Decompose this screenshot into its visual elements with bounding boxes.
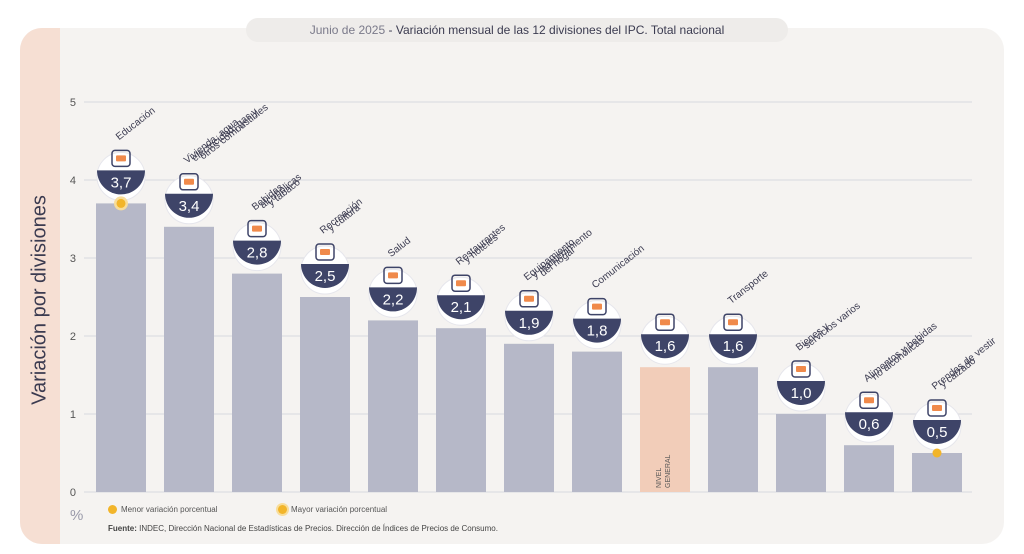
category-icon <box>247 219 267 238</box>
general-level-label: NIVEL <box>656 468 663 488</box>
bar <box>640 367 690 492</box>
value-label: 3,7 <box>111 174 132 191</box>
legend-min: Menor variación porcentual <box>108 505 218 514</box>
legend-max: Mayor variación porcentual <box>278 505 387 514</box>
category-icon <box>315 243 335 261</box>
general-level-label: GENERAL <box>665 454 672 488</box>
value-label: 1,0 <box>791 385 812 402</box>
bar <box>572 351 622 492</box>
bar <box>912 453 962 492</box>
category-icon-accent <box>184 178 194 185</box>
category-icon-accent <box>864 397 874 404</box>
unit-label: % <box>70 507 84 524</box>
title-date: Junio de 2025 <box>309 23 386 37</box>
bar <box>232 273 282 492</box>
category-icon-accent <box>592 303 602 310</box>
category-icon <box>791 360 811 378</box>
category-icon-accent <box>796 366 806 372</box>
category-icon <box>655 313 675 331</box>
source-text: INDEC, Dirección Nacional de Estadística… <box>136 524 498 533</box>
value-label: 3,4 <box>179 198 200 215</box>
category-icon-accent <box>932 405 942 411</box>
value-label: 2,2 <box>383 291 404 308</box>
min-marker <box>932 448 942 458</box>
category-label: no alcohólicas <box>870 335 927 383</box>
category-icon <box>723 313 743 331</box>
legend-min-label: Menor variación porcentual <box>121 505 218 514</box>
y-tick-label: 5 <box>70 97 76 109</box>
category-icon-accent <box>524 295 534 302</box>
side-band <box>20 28 60 544</box>
category-label: Comunicación <box>590 243 647 291</box>
value-badge <box>641 334 689 359</box>
category-icon <box>451 274 471 292</box>
bar <box>504 343 554 492</box>
y-tick-label: 3 <box>70 253 76 265</box>
value-badge <box>709 334 757 359</box>
category-label: Transporte <box>726 268 771 306</box>
value-badge <box>369 287 417 312</box>
value-badge <box>233 240 281 265</box>
legend-max-dot-icon <box>278 505 287 514</box>
value-label: 2,5 <box>315 268 336 285</box>
value-label: 1,6 <box>655 338 676 355</box>
category-icon <box>587 297 607 316</box>
title-separator: - <box>385 23 396 37</box>
bar <box>368 320 418 492</box>
y-tick-label: 1 <box>70 409 76 421</box>
category-icon-accent <box>320 249 330 255</box>
y-tick-label: 4 <box>70 175 76 187</box>
category-icon <box>859 391 879 409</box>
value-badge <box>165 193 213 218</box>
title-text: Variación mensual de las 12 divisiones d… <box>395 23 725 37</box>
category-label: servicios varios <box>802 301 863 352</box>
legend-max-label: Mayor variación porcentual <box>291 505 388 514</box>
bar <box>844 445 894 492</box>
y-tick-label: 0 <box>70 487 76 499</box>
value-label: 0,6 <box>859 416 880 433</box>
legend-min-dot-icon <box>108 505 117 514</box>
y-tick-label: 2 <box>70 331 76 343</box>
bar <box>96 203 146 492</box>
category-icon <box>519 290 539 308</box>
value-label: 1,8 <box>587 323 608 340</box>
value-badge <box>845 412 894 437</box>
bar <box>300 297 350 492</box>
category-icon-accent <box>456 280 466 287</box>
value-label: 2,1 <box>451 299 472 316</box>
category-icon-accent <box>116 155 126 162</box>
category-icon-accent <box>660 319 670 326</box>
bar <box>164 226 214 493</box>
category-icon <box>179 173 199 191</box>
value-label: 0,5 <box>927 424 948 441</box>
value-label: 1,9 <box>519 315 540 332</box>
category-label: Educación <box>114 105 158 142</box>
value-badge <box>437 295 485 320</box>
value-badge <box>301 264 349 288</box>
value-badge <box>505 310 553 335</box>
bar <box>776 414 826 492</box>
bar <box>708 367 758 492</box>
category-icon-accent <box>252 225 262 232</box>
value-badge <box>97 170 145 195</box>
chart-title: Junio de 2025 - Variación mensual de las… <box>246 18 788 42</box>
source-label: Fuente: <box>108 524 137 533</box>
category-icon-accent <box>728 319 738 326</box>
bar <box>436 328 486 492</box>
category-label: Salud <box>386 235 413 259</box>
value-label: 2,8 <box>247 245 268 262</box>
max-marker <box>116 198 126 208</box>
source-note: Fuente: INDEC, Dirección Nacional de Est… <box>108 524 498 533</box>
value-badge <box>777 381 825 405</box>
value-badge <box>913 420 961 444</box>
category-icon <box>927 399 947 417</box>
category-label: otros combustibles <box>198 102 270 162</box>
category-icon <box>383 266 403 285</box>
value-badge <box>573 318 621 343</box>
value-label: 1,6 <box>723 338 744 355</box>
category-icon-accent <box>388 272 398 279</box>
category-icon <box>111 149 131 168</box>
